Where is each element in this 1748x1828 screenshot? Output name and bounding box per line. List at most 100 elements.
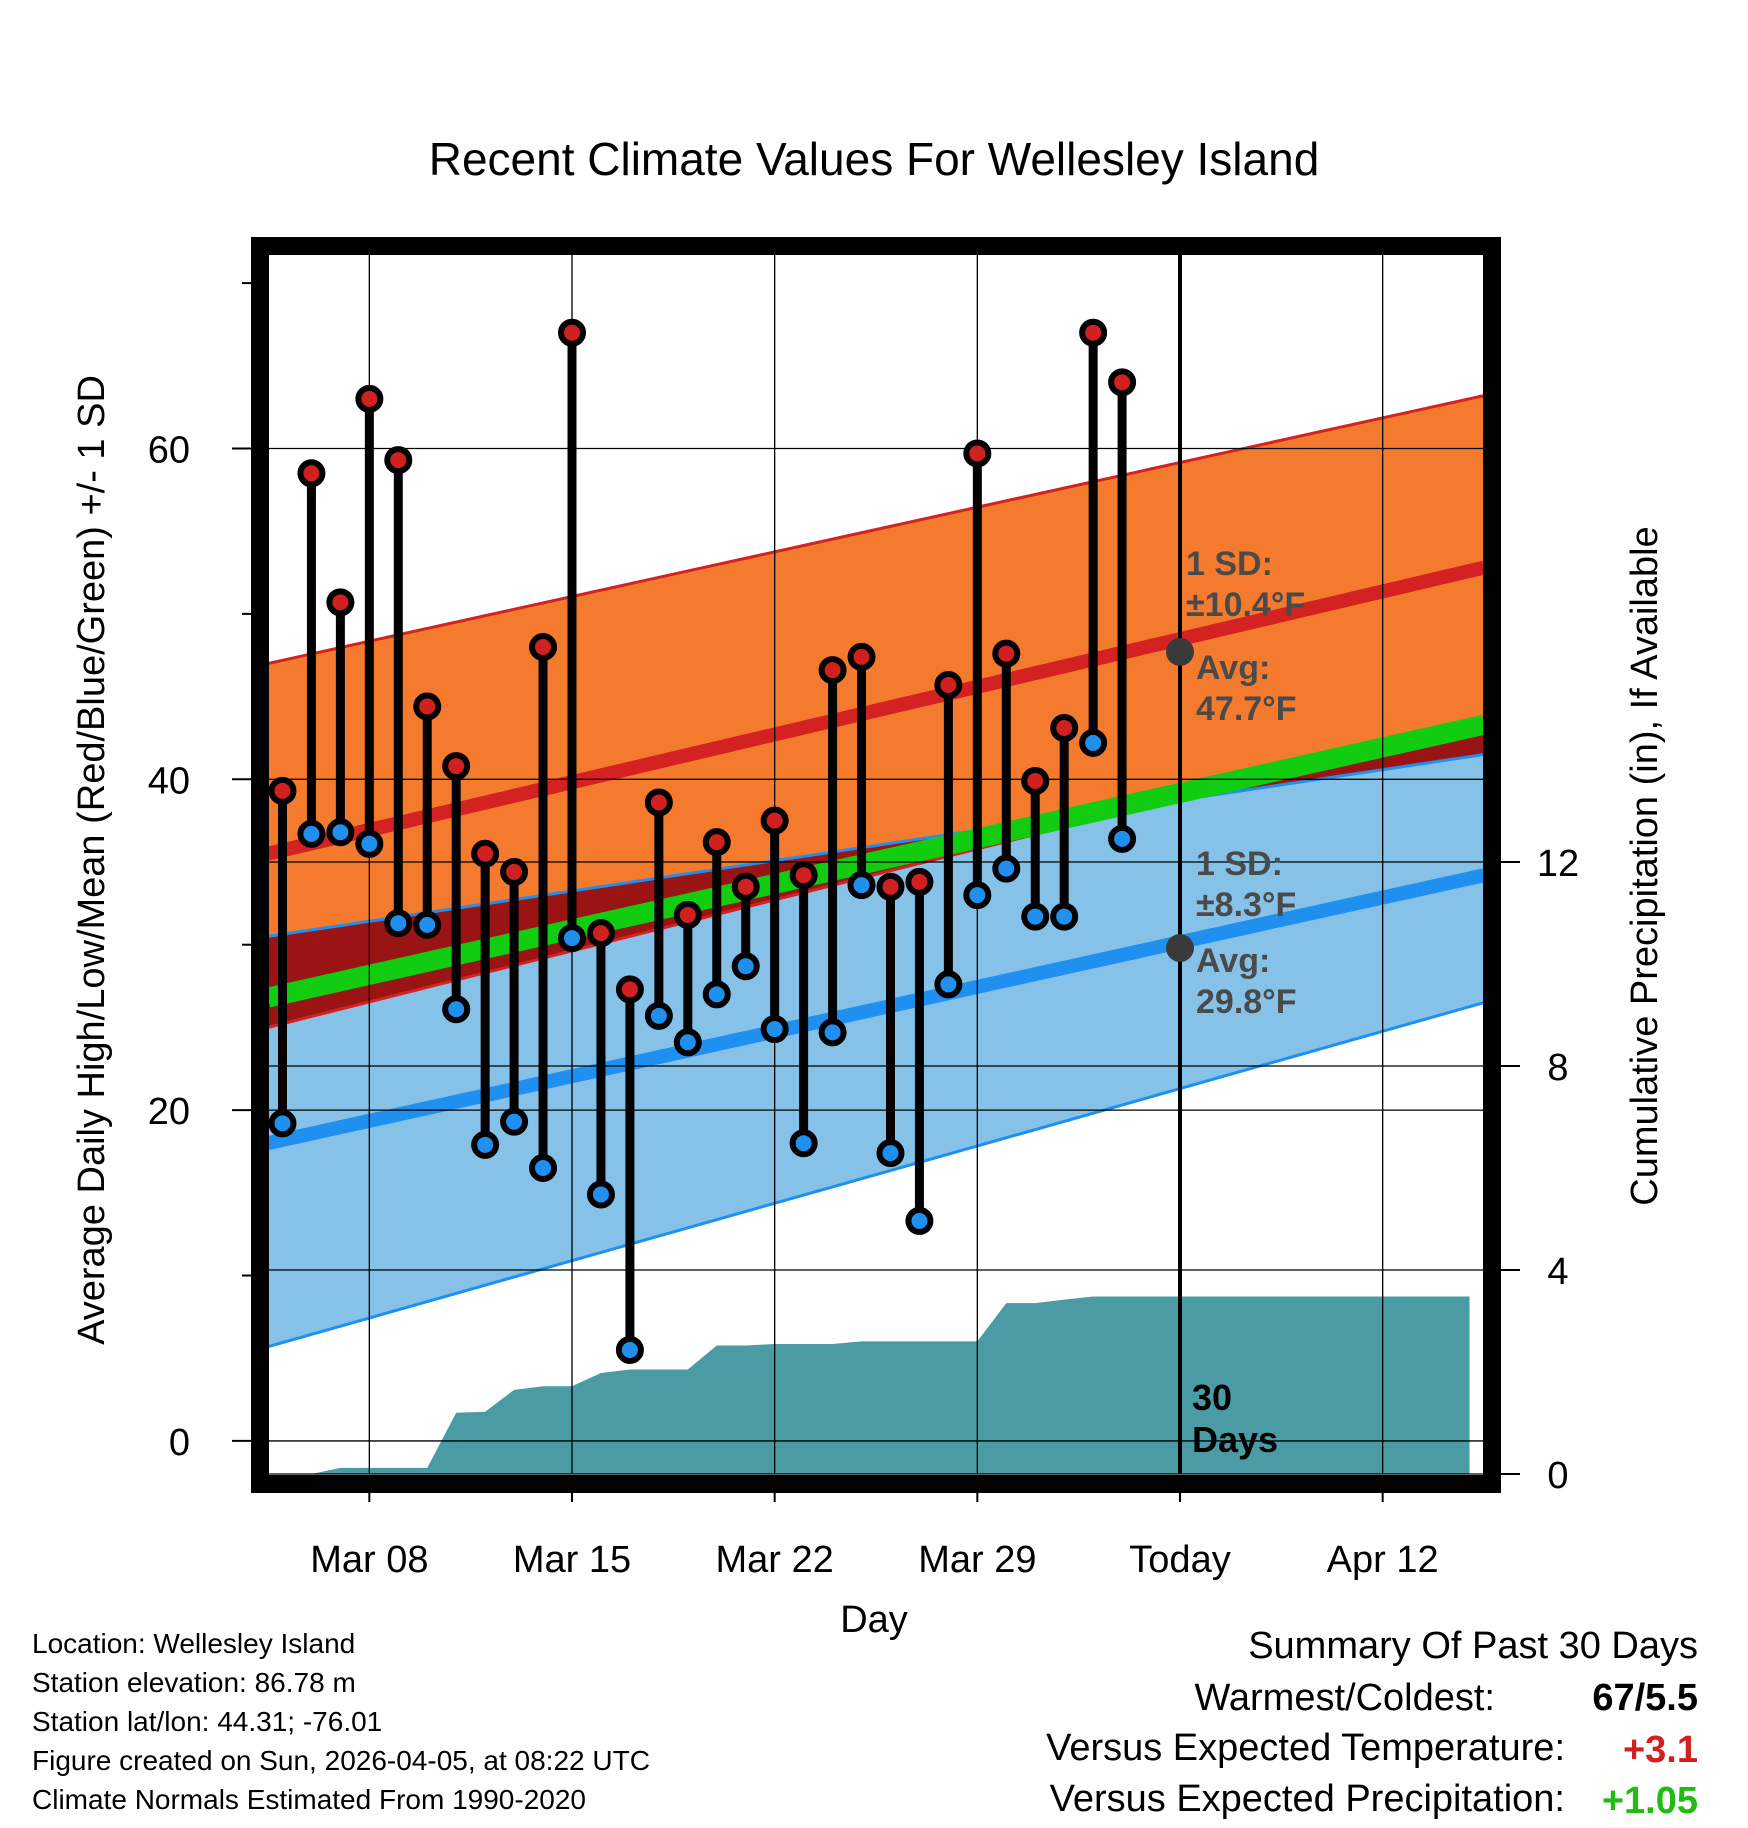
daily-low-point bbox=[963, 881, 992, 910]
y2-tick-label: 0 bbox=[1547, 1455, 1568, 1497]
daily-low-point bbox=[471, 1130, 500, 1159]
daily-high-point bbox=[644, 788, 673, 817]
x-tick-label: Mar 08 bbox=[310, 1539, 428, 1581]
y2-tick-label: 8 bbox=[1547, 1047, 1568, 1089]
x-tick-label: Mar 15 bbox=[513, 1539, 631, 1581]
daily-high-point bbox=[500, 857, 529, 886]
daily-high-point bbox=[1021, 766, 1050, 795]
daily-low-point bbox=[818, 1018, 847, 1047]
daily-low-point bbox=[905, 1206, 934, 1235]
daily-high-point bbox=[760, 806, 789, 835]
daily-high-point bbox=[615, 975, 644, 1004]
daily-low-point bbox=[760, 1015, 789, 1044]
axes: Mar 08 Mar 15 Mar 22 Mar 29 Today Apr 1202040… bbox=[148, 282, 1579, 1581]
daily-high-point bbox=[297, 459, 326, 488]
low-avg-value: 29.8°F bbox=[1196, 983, 1297, 1021]
daily-low-point bbox=[384, 909, 413, 938]
daily-low-point bbox=[529, 1154, 558, 1182]
low-avg-label: Avg: bbox=[1196, 942, 1270, 980]
daily-high-point bbox=[1108, 368, 1137, 397]
daily-high-point bbox=[847, 642, 876, 671]
daily-high-point bbox=[789, 861, 818, 890]
daily-high-point bbox=[934, 671, 963, 700]
daily-low-point bbox=[992, 854, 1021, 883]
y-tick-label: 40 bbox=[148, 760, 190, 802]
summary-temp-label: Versus Expected Temperature: bbox=[1046, 1727, 1565, 1769]
daily-high-point bbox=[818, 656, 847, 685]
daily-low-point bbox=[1021, 902, 1050, 931]
daily-low-point bbox=[586, 1180, 615, 1209]
daily-low-point bbox=[355, 829, 384, 858]
climate-normal-bands bbox=[268, 394, 1484, 1349]
precipitation-area bbox=[282, 1296, 1470, 1474]
precipitation-layer bbox=[282, 1296, 1470, 1474]
plot-frame bbox=[251, 237, 1501, 1493]
low-normal-line bbox=[268, 868, 1484, 1151]
high-sd-label: 1 SD: bbox=[1186, 545, 1273, 583]
summary-panel: Summary Of Past 30 Days Warmest/Coldest:… bbox=[1046, 1625, 1698, 1822]
summary-precip-value: +1.05 bbox=[1602, 1780, 1698, 1822]
daily-low-point bbox=[442, 995, 471, 1024]
summary-warm-cold-label: Warmest/Coldest: bbox=[1194, 1677, 1495, 1719]
daily-high-point bbox=[355, 384, 384, 413]
y-tick-label: 20 bbox=[148, 1091, 190, 1133]
y2-tick-label: 12 bbox=[1537, 843, 1579, 885]
daily-low-point bbox=[1108, 824, 1137, 853]
daily-low-point bbox=[615, 1335, 644, 1364]
x-axis-label: Day bbox=[840, 1599, 908, 1641]
daily-high-point bbox=[731, 872, 760, 901]
daily-high-point bbox=[413, 692, 442, 721]
summary-precip-label: Versus Expected Precipitation: bbox=[1050, 1778, 1565, 1820]
high-sd-upper-line bbox=[268, 394, 1484, 665]
daily-high-point bbox=[586, 919, 615, 948]
daily-high-point bbox=[702, 828, 731, 857]
high-avg-value: 47.7°F bbox=[1196, 690, 1297, 728]
daily-low-point bbox=[500, 1107, 529, 1136]
high-avg-label: Avg: bbox=[1196, 649, 1270, 687]
daily-low-point bbox=[268, 1109, 297, 1138]
x-tick-label: Mar 22 bbox=[716, 1539, 834, 1581]
daily-low-point bbox=[702, 980, 731, 1009]
footer-created: Figure created on Sun, 2026-04-05, at 08… bbox=[32, 1745, 650, 1776]
y2-axis-label: Cumulative Precipitation (in), If Availa… bbox=[1624, 526, 1666, 1205]
daily-high-point bbox=[905, 867, 934, 896]
high-avg-marker bbox=[1166, 637, 1194, 666]
daily-high-point bbox=[1050, 714, 1079, 743]
footer-latlon: Station lat/lon: 44.31; -76.01 bbox=[32, 1706, 382, 1737]
daily-low-point bbox=[558, 924, 586, 953]
daily-low-point bbox=[297, 819, 326, 848]
daily-high-point bbox=[471, 839, 500, 868]
daily-high-point bbox=[673, 900, 702, 929]
daily-high-point bbox=[963, 439, 992, 468]
daily-low-point bbox=[673, 1028, 702, 1057]
daily-high-point bbox=[384, 446, 413, 475]
high-normal-line bbox=[268, 560, 1484, 861]
low-sd-lower-line bbox=[268, 1001, 1484, 1349]
high-sd-value: ±10.4°F bbox=[1186, 586, 1305, 624]
station-info: Location: Wellesley Island Station eleva… bbox=[32, 1628, 650, 1815]
footer-elevation: Station elevation: 86.78 m bbox=[32, 1667, 356, 1698]
low-sd-upper-line bbox=[268, 753, 1484, 938]
days-label-text: Days bbox=[1192, 1419, 1278, 1460]
x-tick-label: Today bbox=[1129, 1539, 1230, 1581]
daily-low-point bbox=[731, 952, 760, 981]
daily-low-point bbox=[326, 818, 355, 847]
daily-high-point bbox=[992, 639, 1021, 668]
y2-tick-label: 4 bbox=[1547, 1251, 1568, 1293]
low-sd-value: ±8.3°F bbox=[1196, 886, 1296, 924]
daily-high-point bbox=[558, 318, 586, 347]
mean-normal-line bbox=[268, 714, 1484, 1008]
days-label-number: 30 bbox=[1192, 1377, 1232, 1418]
daily-low-point bbox=[934, 970, 963, 999]
daily-low-point bbox=[789, 1129, 818, 1158]
daily-high-point bbox=[268, 776, 297, 805]
footer-location: Location: Wellesley Island bbox=[32, 1628, 355, 1659]
y-tick-label: 0 bbox=[169, 1422, 190, 1464]
daily-low-point bbox=[847, 871, 876, 900]
summary-temp-value: +3.1 bbox=[1623, 1729, 1698, 1771]
daily-low-point bbox=[1050, 902, 1079, 931]
daily-high-point bbox=[326, 588, 355, 617]
low-avg-marker bbox=[1166, 934, 1194, 963]
